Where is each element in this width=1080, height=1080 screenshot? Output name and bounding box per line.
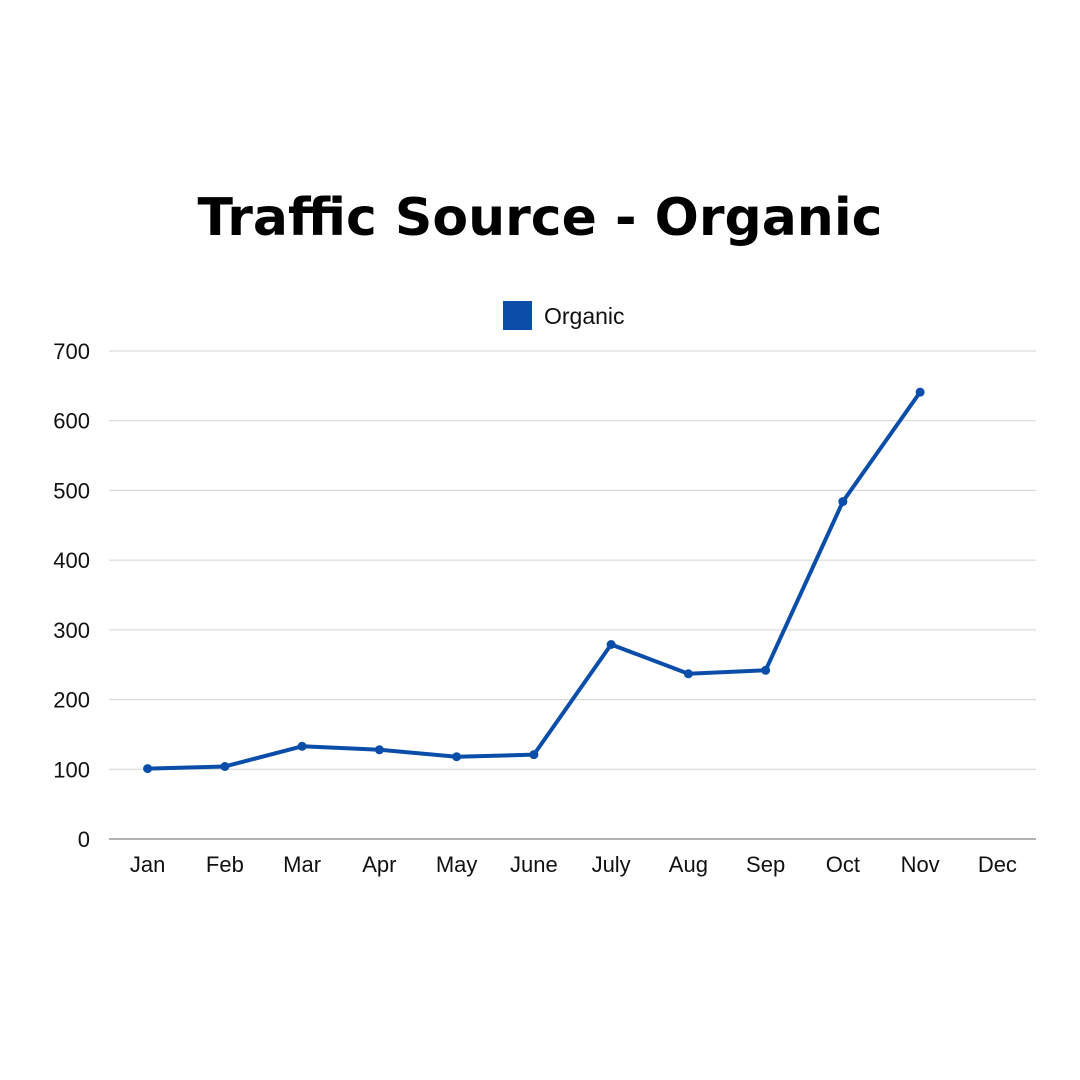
x-tick-label: Nov [901, 852, 940, 877]
chart-title: Traffic Source - Organic [197, 188, 883, 248]
data-point [452, 752, 462, 762]
data-point [761, 665, 771, 675]
legend: Organic [503, 301, 625, 330]
y-tick-label: 0 [78, 827, 90, 852]
x-tick-label: June [510, 852, 558, 877]
x-axis-ticks: Jan Feb Mar Apr May June July Aug Sep Oct Nov Dec [130, 852, 1017, 877]
y-tick-label: 300 [53, 618, 90, 643]
data-point [915, 387, 925, 397]
y-tick-label: 600 [53, 409, 90, 434]
y-tick-label: 700 [53, 339, 90, 364]
data-point [374, 745, 384, 755]
x-tick-label: May [436, 852, 478, 877]
legend-swatch-organic [503, 301, 532, 330]
x-tick-label: Feb [206, 852, 244, 877]
data-point [297, 741, 307, 751]
series-organic [143, 387, 925, 774]
y-tick-label: 400 [53, 548, 90, 573]
data-point [683, 669, 693, 679]
x-tick-label: Sep [746, 852, 785, 877]
data-point [220, 761, 230, 771]
data-point [529, 750, 539, 760]
y-tick-label: 200 [53, 688, 90, 713]
x-tick-label: Apr [362, 852, 396, 877]
data-point [143, 764, 153, 774]
y-tick-label: 100 [53, 757, 90, 782]
data-point [838, 497, 848, 507]
x-tick-label: Oct [826, 852, 860, 877]
x-tick-label: Aug [669, 852, 708, 877]
series-line-organic [145, 390, 923, 771]
y-tick-label: 500 [53, 478, 90, 503]
y-axis-ticks: 0 100 200 300 400 500 600 700 [53, 339, 90, 852]
x-tick-label: Jan [130, 852, 165, 877]
data-point [606, 639, 616, 649]
x-tick-label: Dec [978, 852, 1017, 877]
x-tick-label: July [592, 852, 631, 877]
x-tick-label: Mar [283, 852, 321, 877]
legend-label-organic: Organic [544, 303, 625, 329]
